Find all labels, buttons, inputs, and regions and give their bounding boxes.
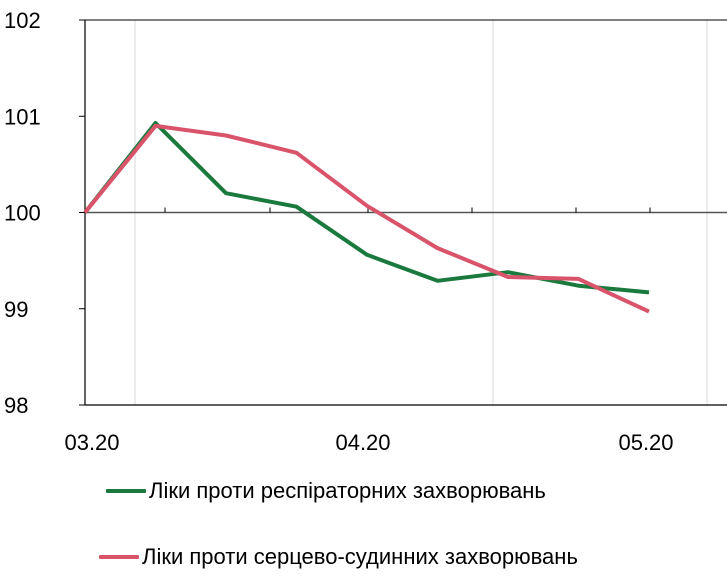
x-tick-label-0: 03.20 bbox=[64, 430, 119, 455]
tick-labels: 98 99 100 101 102 03.20 04.20 05.20 bbox=[4, 8, 674, 455]
series-0-point-3 bbox=[295, 205, 299, 209]
series-0-point-7 bbox=[577, 284, 581, 288]
series-line-0 bbox=[83, 121, 650, 295]
y-tick-label-1: 99 bbox=[4, 297, 28, 322]
y-tick-label-4: 102 bbox=[4, 8, 41, 33]
legend-swatch-cardiovascular bbox=[99, 555, 139, 559]
series-0-point-2 bbox=[224, 191, 228, 195]
series-1-point-3 bbox=[295, 151, 299, 155]
legend-item-cardiovascular: Ліки проти серцево-судинних захворювань bbox=[99, 544, 578, 570]
legend-item-respiratory: Ліки проти респіраторних захворювань bbox=[106, 478, 546, 504]
series-1-point-5 bbox=[436, 246, 440, 250]
series-line-1 bbox=[83, 123, 650, 314]
series-0-point-8 bbox=[647, 290, 651, 294]
y-tick-label-0: 98 bbox=[4, 393, 28, 418]
series-1-point-0 bbox=[83, 211, 87, 215]
series-1-point-8 bbox=[647, 310, 651, 314]
x-tick-label-1: 04.20 bbox=[335, 430, 390, 455]
legend-swatch-respiratory bbox=[106, 489, 146, 493]
series-1-point-4 bbox=[365, 204, 369, 208]
series-0-point-5 bbox=[436, 279, 440, 283]
legend-label-cardiovascular: Ліки проти серцево-судинних захворювань bbox=[142, 544, 578, 569]
y-tick-label-2: 100 bbox=[4, 201, 41, 226]
series-1-point-7 bbox=[577, 277, 581, 281]
axes bbox=[79, 19, 727, 406]
series-1-point-2 bbox=[224, 134, 228, 138]
series-0-point-6 bbox=[506, 270, 510, 274]
series-lines bbox=[83, 121, 651, 314]
series-1-point-1 bbox=[154, 124, 158, 128]
x-tick-label-2: 05.20 bbox=[618, 430, 673, 455]
legend-label-respiratory: Ліки проти респіраторних захворювань bbox=[149, 478, 546, 503]
series-0-point-4 bbox=[365, 253, 369, 257]
y-tick-label-3: 101 bbox=[4, 104, 41, 129]
series-1-point-6 bbox=[506, 275, 510, 279]
